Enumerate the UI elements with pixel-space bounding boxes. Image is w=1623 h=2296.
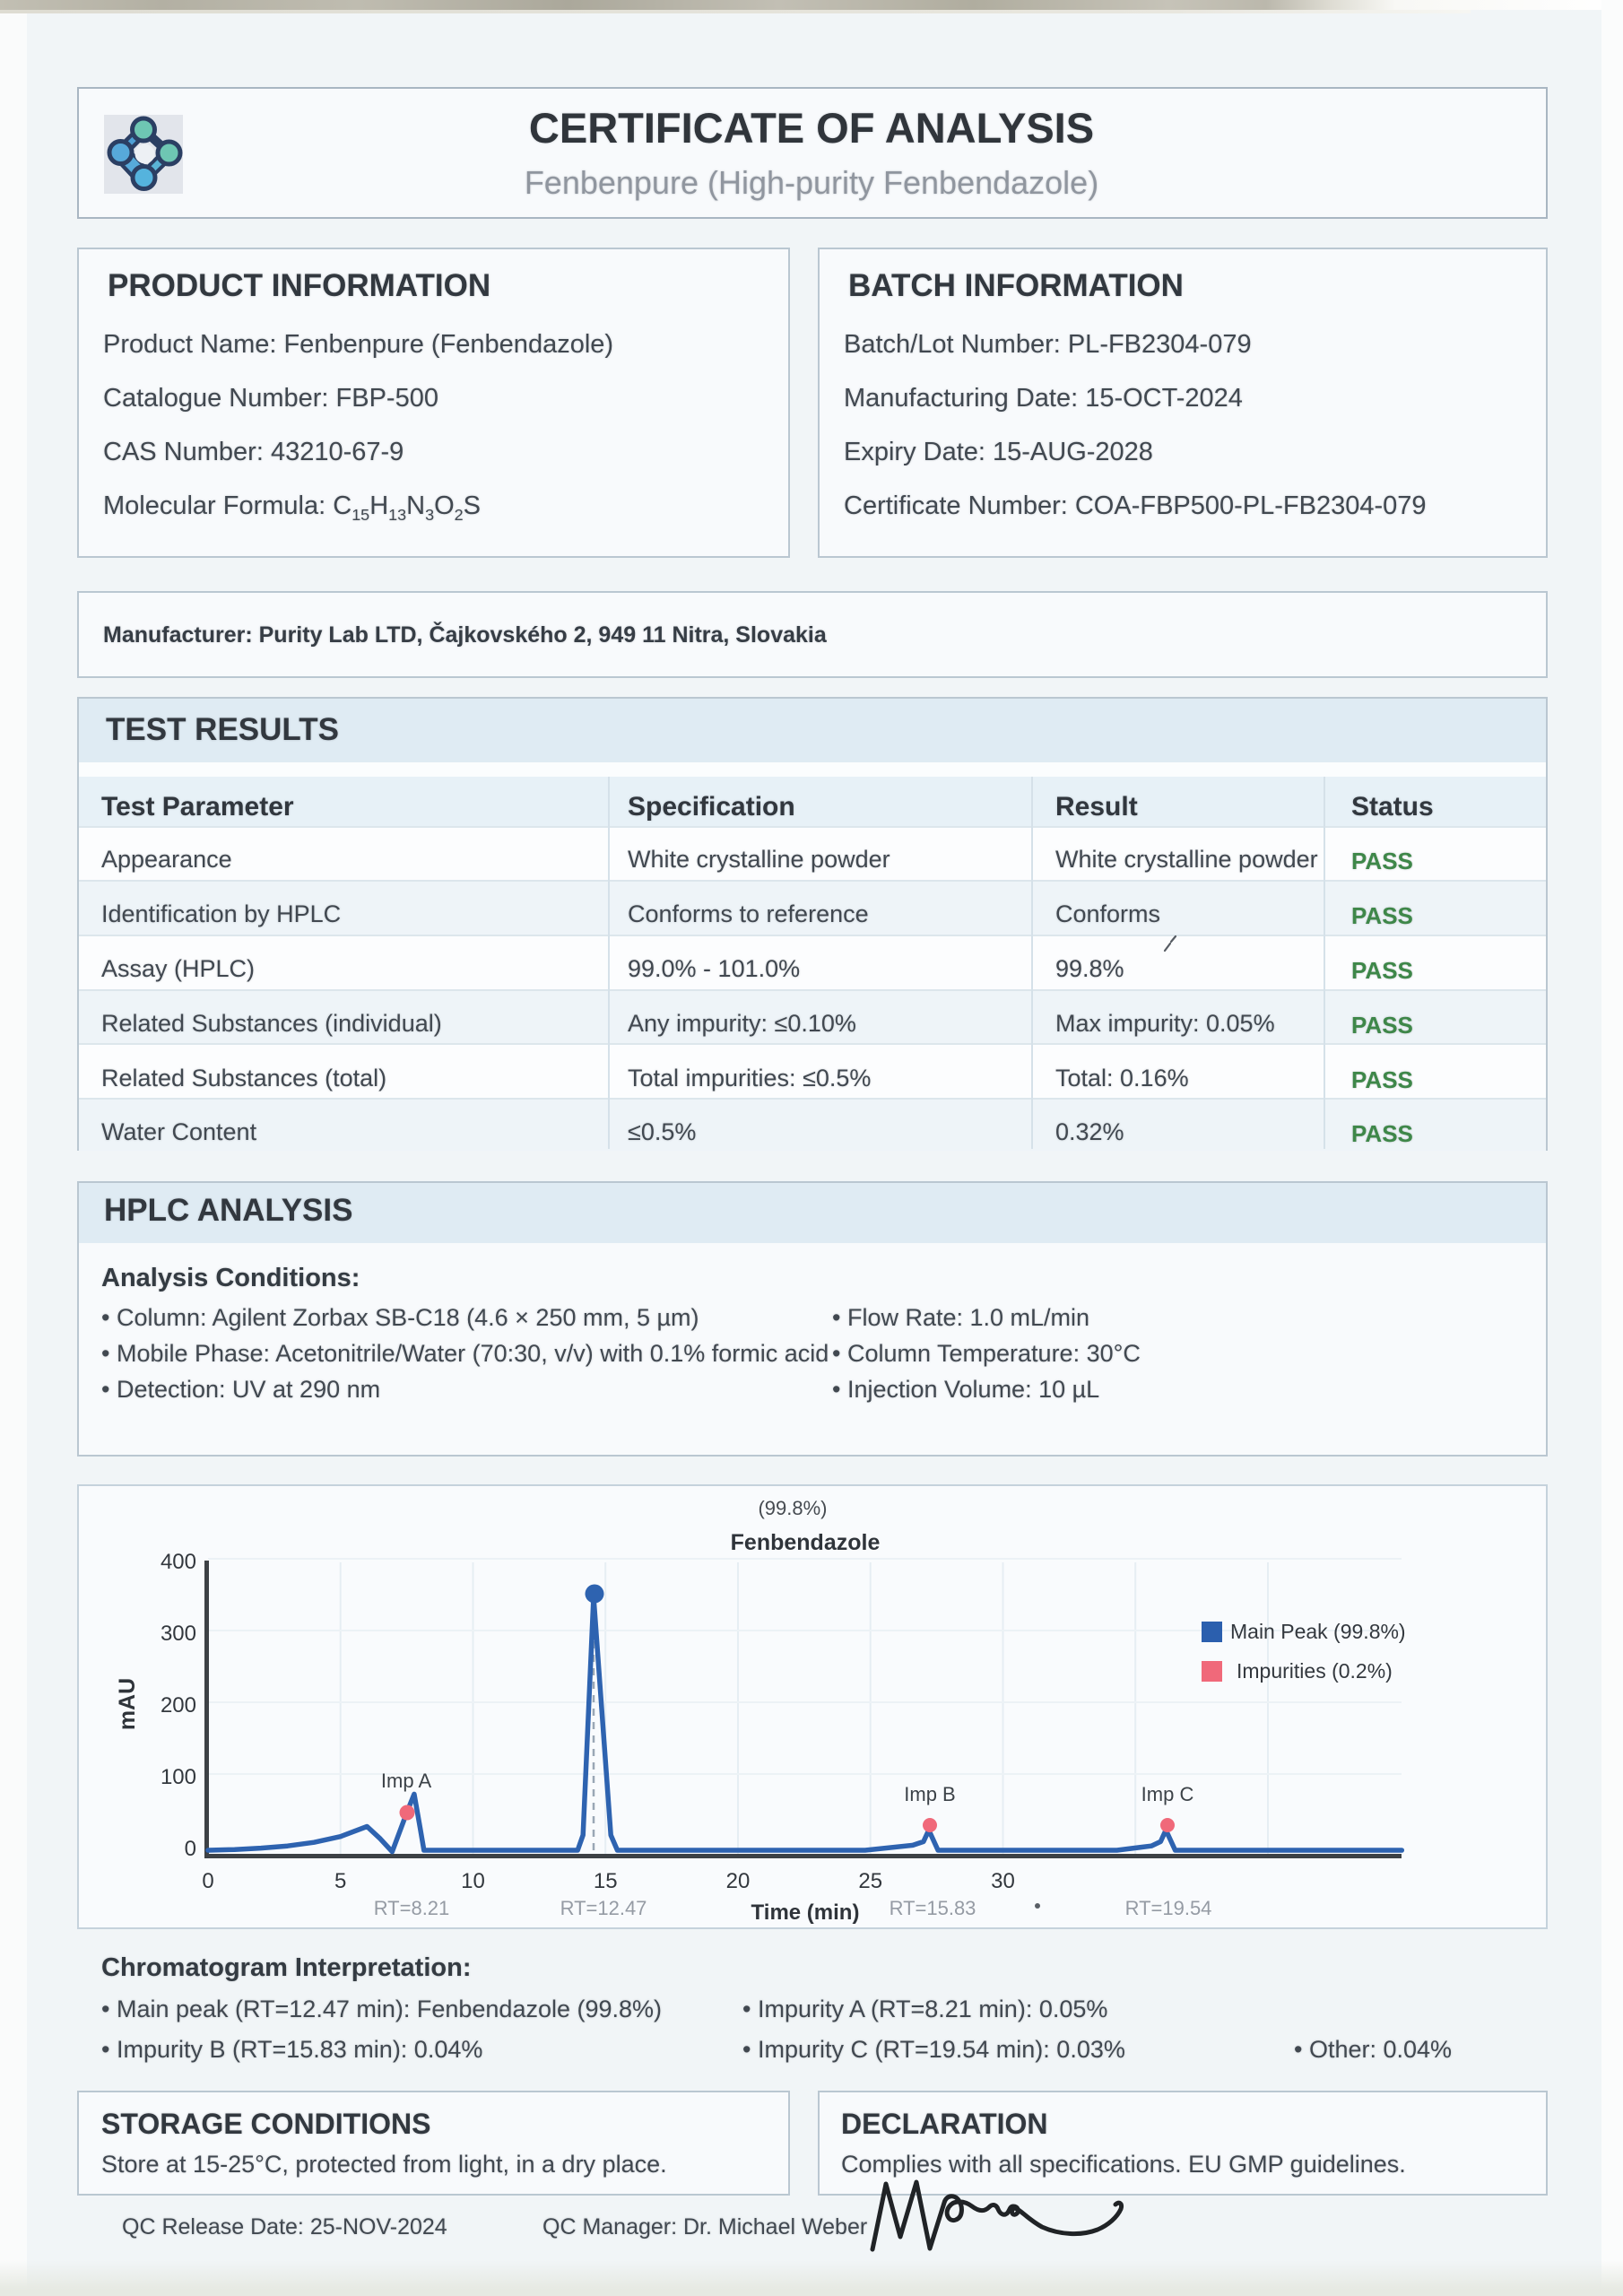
- svg-text:Main Peak (99.8%): Main Peak (99.8%): [1230, 1620, 1406, 1643]
- svg-text:100: 100: [161, 1765, 196, 1789]
- svg-text:5: 5: [334, 1869, 346, 1893]
- svg-text:200: 200: [161, 1693, 196, 1718]
- svg-text:RT=19.54: RT=19.54: [1125, 1897, 1212, 1919]
- svg-text:(99.8%): (99.8%): [758, 1497, 827, 1519]
- svg-text:300: 300: [161, 1622, 196, 1646]
- svg-text:0: 0: [185, 1837, 196, 1861]
- svg-text:Impurities (0.2%): Impurities (0.2%): [1237, 1659, 1393, 1683]
- svg-text:400: 400: [161, 1550, 196, 1574]
- svg-text:RT=8.21: RT=8.21: [374, 1897, 450, 1919]
- svg-text:15: 15: [594, 1869, 618, 1893]
- svg-text:Imp C: Imp C: [1141, 1783, 1194, 1805]
- svg-text:mAU: mAU: [115, 1678, 140, 1730]
- svg-text:25: 25: [858, 1869, 882, 1893]
- svg-text:Imp B: Imp B: [904, 1783, 955, 1805]
- svg-text:Imp A: Imp A: [381, 1770, 432, 1792]
- svg-text:Fenbendazole: Fenbendazole: [731, 1530, 881, 1555]
- svg-text:Time (min): Time (min): [751, 1900, 860, 1925]
- svg-text:RT=12.47: RT=12.47: [560, 1897, 647, 1919]
- svg-text:20: 20: [726, 1869, 751, 1893]
- svg-text:30: 30: [991, 1869, 1015, 1893]
- svg-text:0: 0: [202, 1869, 213, 1893]
- svg-text:RT=15.83: RT=15.83: [890, 1897, 976, 1919]
- svg-text:10: 10: [461, 1869, 485, 1893]
